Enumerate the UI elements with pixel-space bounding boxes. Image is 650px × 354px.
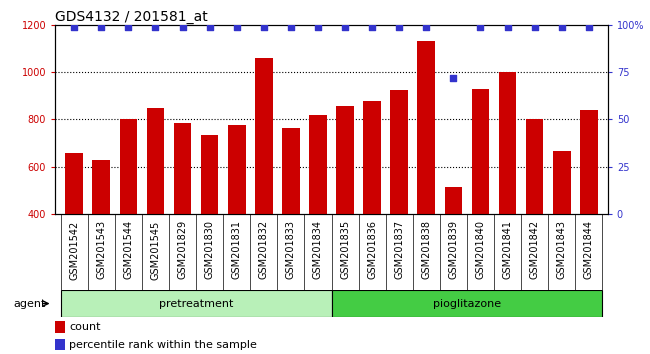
Bar [391,90,408,309]
Text: GSM201842: GSM201842 [530,220,540,279]
Bar [282,128,300,309]
Point [259,24,269,29]
Text: GSM201832: GSM201832 [259,220,269,279]
Bar [580,110,597,309]
Point [69,24,79,29]
Bar [445,187,462,309]
Text: GSM201843: GSM201843 [556,220,567,279]
Point [475,24,486,29]
Bar [472,89,489,309]
Bar [120,119,137,309]
Text: GSM201833: GSM201833 [286,220,296,279]
Bar [255,58,272,309]
Text: GSM201844: GSM201844 [584,220,594,279]
Point [367,24,377,29]
Point [150,24,161,29]
Bar [147,108,164,309]
Bar [553,151,571,309]
Text: GDS4132 / 201581_at: GDS4132 / 201581_at [55,10,208,24]
Bar [201,135,218,309]
Point [529,24,539,29]
Text: pretreatment: pretreatment [159,298,233,309]
Point [394,24,404,29]
Text: GSM201840: GSM201840 [475,220,486,279]
Bar [55,339,65,350]
Bar [92,160,110,309]
Bar [228,125,246,309]
Text: GSM201545: GSM201545 [150,220,161,280]
Bar [336,107,354,309]
Text: GSM201544: GSM201544 [124,220,133,279]
Point [421,24,432,29]
Bar [363,101,381,309]
Bar [55,321,65,333]
Text: GSM201542: GSM201542 [69,220,79,280]
Bar [499,72,516,309]
Bar [526,119,543,309]
Bar [60,290,332,317]
Point [286,24,296,29]
Text: GSM201829: GSM201829 [177,220,188,279]
Point [556,24,567,29]
Text: agent: agent [14,298,46,309]
Point [96,24,107,29]
Point [313,24,323,29]
Point [124,24,134,29]
Text: GSM201831: GSM201831 [231,220,242,279]
Point [584,24,594,29]
Text: GSM201837: GSM201837 [394,220,404,279]
Text: GSM201835: GSM201835 [340,220,350,279]
Bar [417,41,435,309]
Point [502,24,513,29]
Point [340,24,350,29]
Bar [174,123,191,309]
Text: GSM201830: GSM201830 [205,220,214,279]
Bar [66,153,83,309]
Text: count: count [69,322,101,332]
Text: pioglitazone: pioglitazone [433,298,501,309]
Point [448,75,459,81]
Bar [309,115,327,309]
Point [177,24,188,29]
Bar [332,290,603,317]
Text: GSM201839: GSM201839 [448,220,458,279]
Text: GSM201841: GSM201841 [502,220,513,279]
Point [205,24,215,29]
Text: GSM201834: GSM201834 [313,220,323,279]
Text: GSM201543: GSM201543 [96,220,107,279]
Text: percentile rank within the sample: percentile rank within the sample [69,340,257,350]
Text: GSM201836: GSM201836 [367,220,377,279]
Text: GSM201838: GSM201838 [421,220,432,279]
Point [231,24,242,29]
